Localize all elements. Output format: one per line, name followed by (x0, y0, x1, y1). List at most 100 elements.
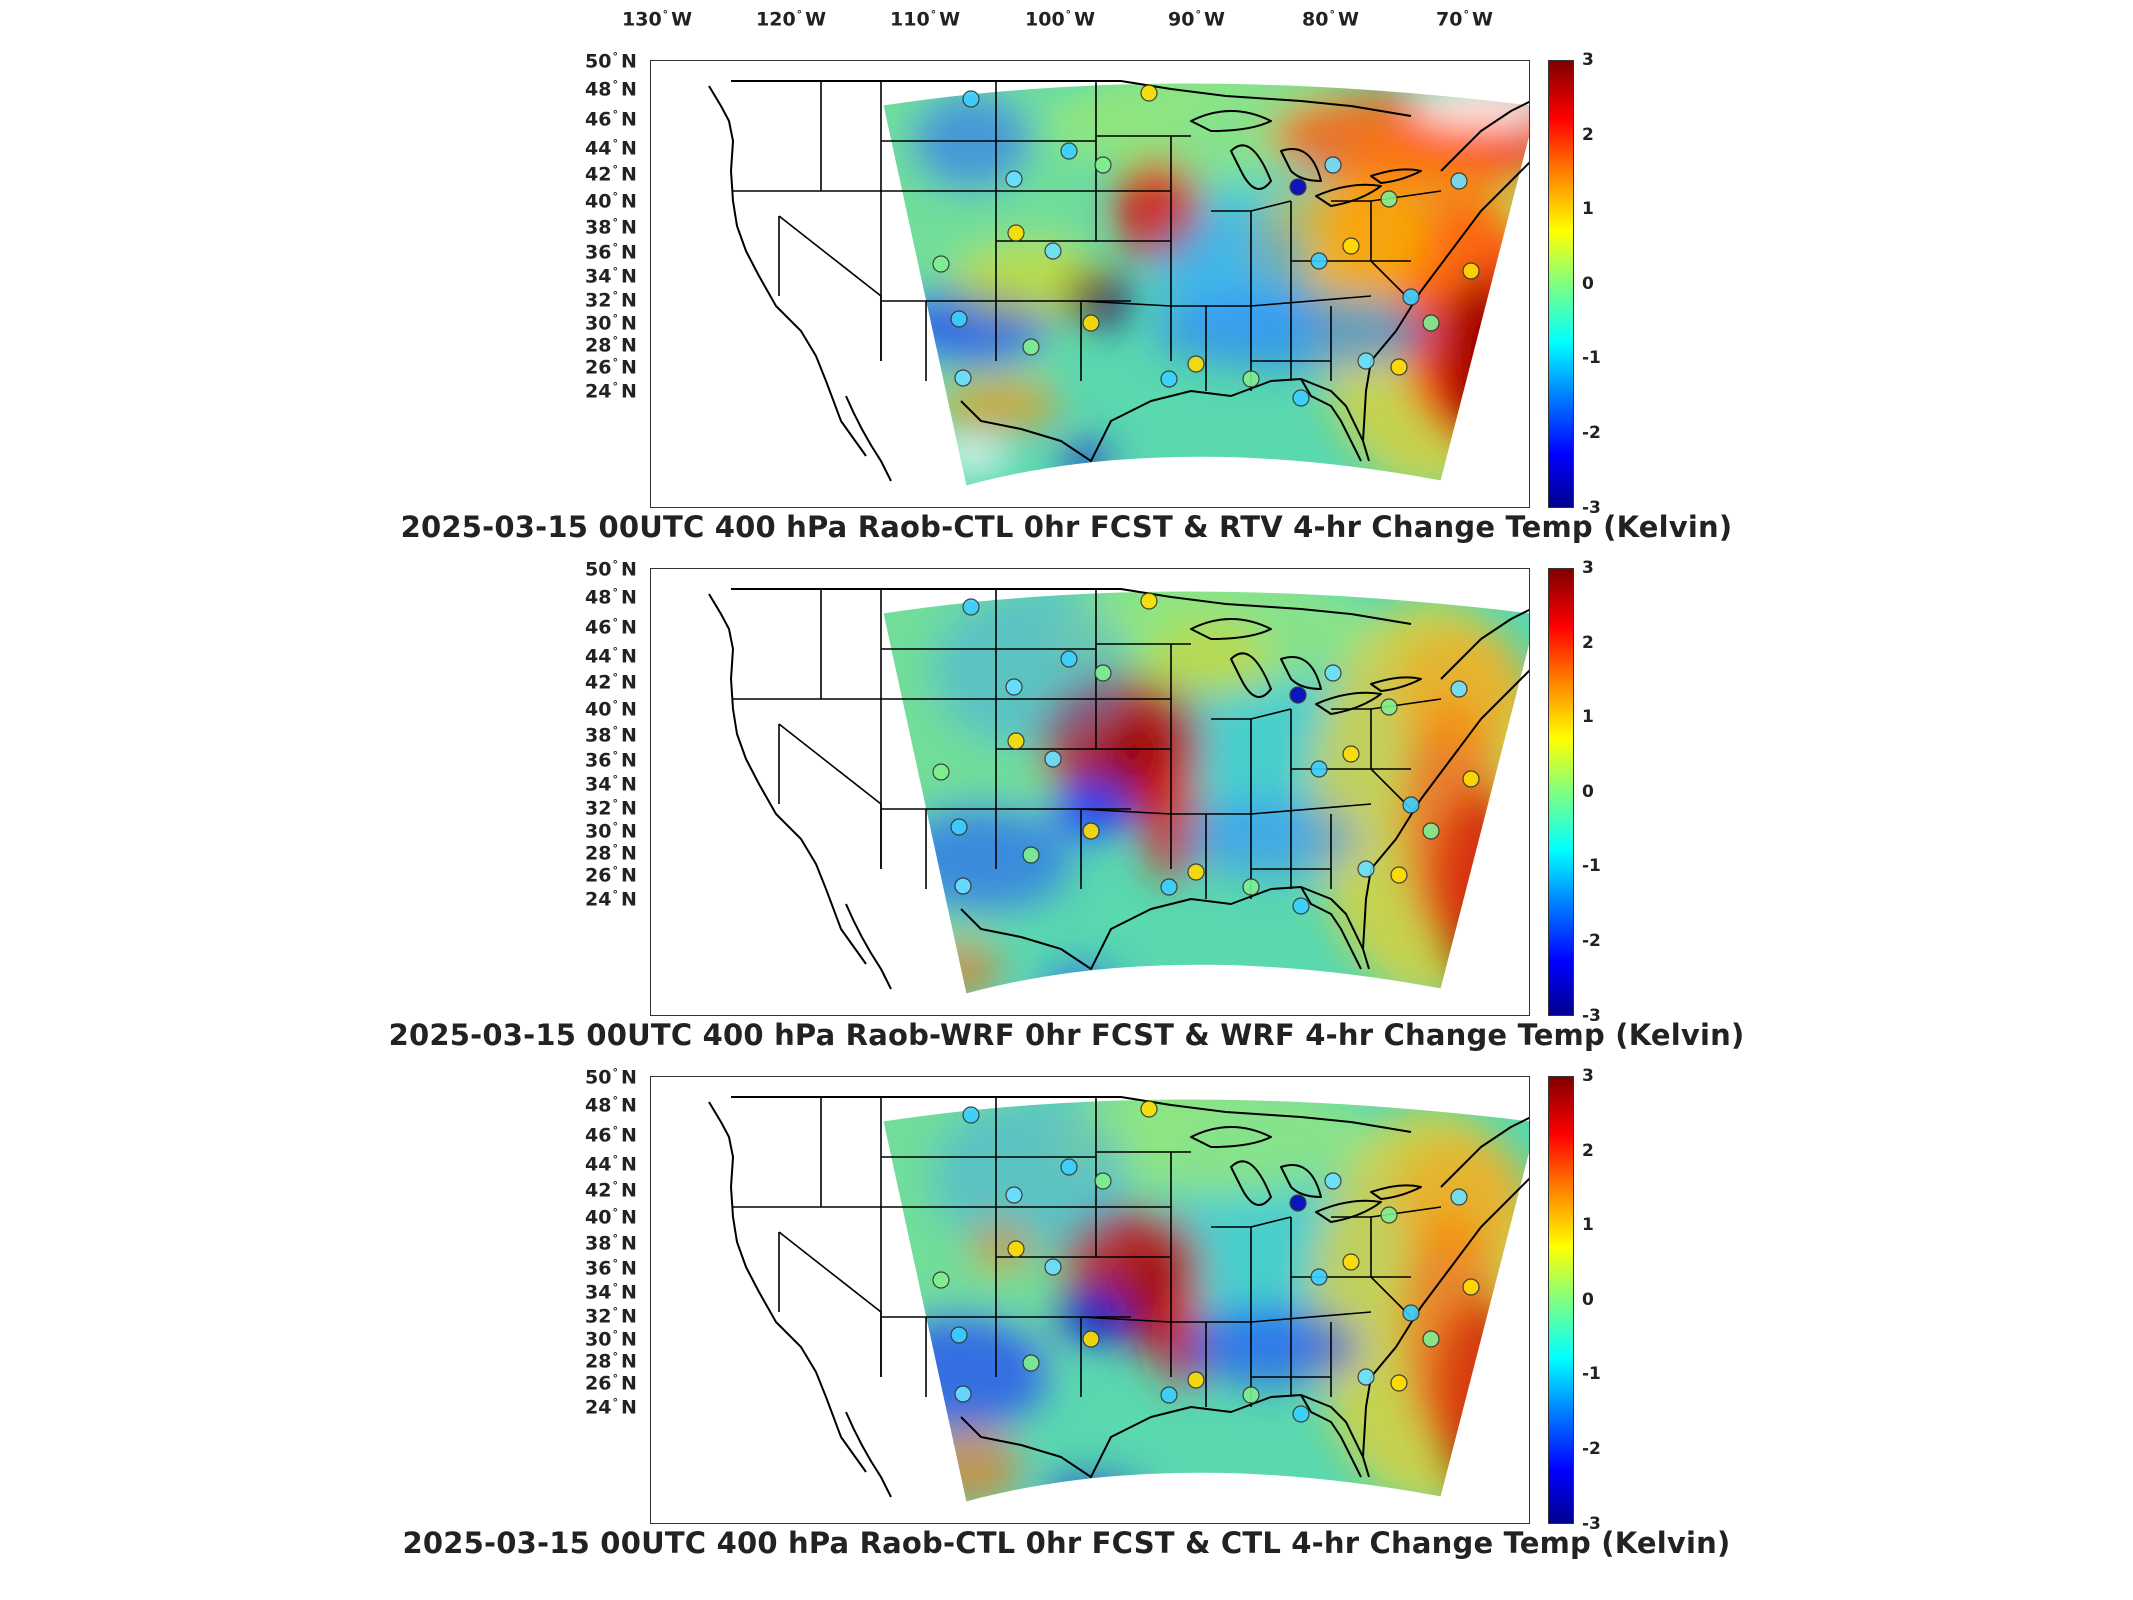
colorbar-tick-label: -2 (1582, 1439, 1601, 1459)
colorbar-tick-label: 1 (1582, 1215, 1594, 1235)
station-marker (1007, 224, 1025, 242)
station-marker (1342, 745, 1360, 763)
station-marker (932, 255, 950, 273)
lat-label: 44° N (585, 1153, 637, 1176)
colorbar-tick-label: 2 (1582, 1141, 1594, 1161)
station-marker (932, 1271, 950, 1289)
lat-label: 24° N (585, 888, 637, 911)
state-boundaries (733, 1097, 1442, 1407)
station-marker (950, 818, 968, 836)
station-marker (1462, 1278, 1480, 1296)
station-marker (950, 310, 968, 328)
lat-label: 40° N (585, 1206, 637, 1229)
colorbar-tick-label: 3 (1582, 50, 1594, 70)
station-marker (1007, 1240, 1025, 1258)
radiosonde-stations (932, 592, 1480, 915)
station-marker (1289, 1194, 1307, 1212)
station-marker (1402, 288, 1420, 306)
temperature-field (883, 1099, 1529, 1502)
coastlines-and-borders (708, 588, 1529, 990)
station-marker (1292, 1405, 1310, 1423)
map-panel-1: 50° N 48° N 46° N 44° N 42° N 40° N 38° N 36° N 34° N 32° N… (0, 50, 2133, 570)
station-marker (1462, 770, 1480, 788)
station-marker (1357, 352, 1375, 370)
station-marker (1187, 355, 1205, 373)
lat-label: 26° N (585, 864, 637, 887)
station-marker (1380, 698, 1398, 716)
station-marker (1187, 1371, 1205, 1389)
lat-label: 40° N (585, 698, 637, 721)
station-marker (1462, 262, 1480, 280)
temperature-field (883, 591, 1529, 994)
map-panel-2: 50° N 48° N 46° N 44° N 42° N 40° N 38° N 36° N 34° N 32° N… (0, 558, 2133, 1078)
colorbar-tick-label: -2 (1582, 423, 1601, 443)
lat-label: 48° N (585, 586, 637, 609)
colorbar-tick-label: 0 (1582, 1290, 1594, 1310)
station-marker (1390, 358, 1408, 376)
station-marker (1422, 1330, 1440, 1348)
station-marker (954, 1385, 972, 1403)
station-marker (1289, 686, 1307, 704)
colorbar-tick-label: 3 (1582, 1066, 1594, 1086)
station-marker (1402, 796, 1420, 814)
lat-label: 42° N (585, 671, 637, 694)
station-marker (1140, 84, 1158, 102)
station-marker (1380, 190, 1398, 208)
colorbar-tick-label: -2 (1582, 931, 1601, 951)
station-marker (1310, 760, 1328, 778)
station-marker (1140, 1100, 1158, 1118)
lat-label: 30° N (585, 820, 637, 843)
station-marker (1380, 1206, 1398, 1224)
station-marker (1005, 678, 1023, 696)
station-marker (1342, 1253, 1360, 1271)
lat-label: 42° N (585, 163, 637, 186)
station-marker (1044, 242, 1062, 260)
station-marker (954, 877, 972, 895)
temperature-field-map (708, 588, 1529, 995)
colorbar-tick-label: 1 (1582, 199, 1594, 219)
colorbar-tick-label: 1 (1582, 707, 1594, 727)
colorbar-tick-label: -1 (1582, 1364, 1601, 1384)
lat-label: 28° N (585, 842, 637, 865)
station-marker (932, 763, 950, 781)
lat-label: 42° N (585, 1179, 637, 1202)
lat-label: 38° N (585, 724, 637, 747)
lat-label: 32° N (585, 1305, 637, 1328)
colorbar-tick-label: 0 (1582, 274, 1594, 294)
station-marker (1044, 750, 1062, 768)
lat-label: 44° N (585, 137, 637, 160)
station-marker (1160, 1386, 1178, 1404)
map-frame (650, 568, 1530, 1016)
station-marker (1060, 142, 1078, 160)
temperature-field (883, 83, 1529, 486)
station-marker (1422, 314, 1440, 332)
coastlines-and-borders (708, 1096, 1529, 1498)
lat-label: 46° N (585, 1124, 637, 1147)
station-marker (1044, 1258, 1062, 1276)
lat-label: 38° N (585, 1232, 637, 1255)
station-marker (1140, 592, 1158, 610)
lat-label: 26° N (585, 356, 637, 379)
radiosonde-stations (932, 1100, 1480, 1423)
station-marker (1060, 650, 1078, 668)
lat-label: 40° N (585, 190, 637, 213)
station-marker (962, 1106, 980, 1124)
lat-label: 50° N (585, 1066, 637, 1089)
lat-label: 46° N (585, 616, 637, 639)
station-marker (1005, 170, 1023, 188)
station-marker (1357, 1368, 1375, 1386)
station-marker (1005, 1186, 1023, 1204)
station-marker (1450, 172, 1468, 190)
colorbar-tick-label: -3 (1582, 1514, 1601, 1534)
lat-label: 48° N (585, 1094, 637, 1117)
station-marker (1450, 680, 1468, 698)
station-marker (1082, 1330, 1100, 1348)
station-marker (962, 90, 980, 108)
panel-title: 2025-03-15 00UTC 400 hPa Raob-CTL 0hr FC… (402, 1526, 1731, 1560)
station-marker (1310, 1268, 1328, 1286)
colorbar (1548, 60, 1574, 508)
coastlines-and-borders (708, 80, 1529, 482)
map-frame (650, 60, 1530, 508)
lat-label: 36° N (585, 241, 637, 264)
colorbar-tick-label: -1 (1582, 348, 1601, 368)
